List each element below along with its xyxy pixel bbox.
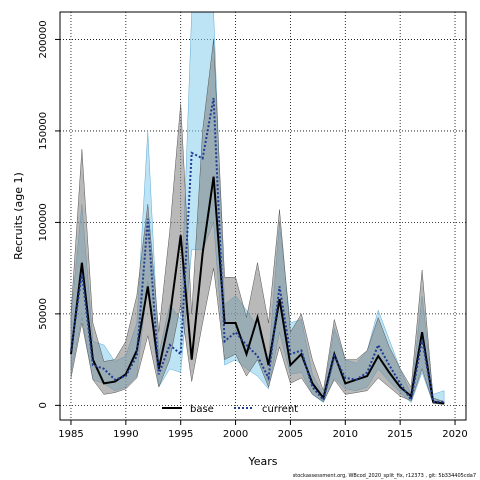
band-base — [70, 39, 445, 405]
x-axis: 1985 1990 1995 2000 2005 2010 2015 2020 — [58, 420, 468, 440]
x-tick-label-4: 2005 — [278, 429, 303, 440]
x-tick-label-0: 1985 — [58, 429, 83, 440]
x-tick-label-7: 2020 — [442, 429, 467, 440]
plot-frame — [59, 11, 467, 421]
x-tick-label-2: 1995 — [168, 429, 193, 440]
series-lines — [70, 97, 445, 405]
confidence-bands — [70, 12, 445, 405]
line-base — [70, 176, 445, 405]
x-axis-title: Years — [247, 455, 277, 468]
y-tick-label-3: 150000 — [38, 112, 49, 150]
y-tick-label-0: 0 — [38, 402, 49, 408]
y-axis-title: Recruits (age 1) — [12, 172, 25, 260]
y-axis: 0 50000 100000 150000 200000 — [38, 20, 60, 409]
legend: base current — [162, 404, 298, 415]
y-tick-label-4: 200000 — [38, 20, 49, 58]
legend-label-current: current — [262, 404, 298, 415]
footnote: stockassessment.org, WBcod_2020_split_fi… — [293, 473, 476, 479]
x-tick-label-3: 2000 — [223, 429, 248, 440]
x-tick-label-5: 2010 — [333, 429, 358, 440]
legend-label-base: base — [190, 404, 214, 415]
y-tick-label-2: 100000 — [38, 203, 49, 241]
y-tick-label-1: 50000 — [38, 298, 49, 330]
x-tick-label-6: 2015 — [387, 429, 412, 440]
x-tick-label-1: 1990 — [113, 429, 138, 440]
